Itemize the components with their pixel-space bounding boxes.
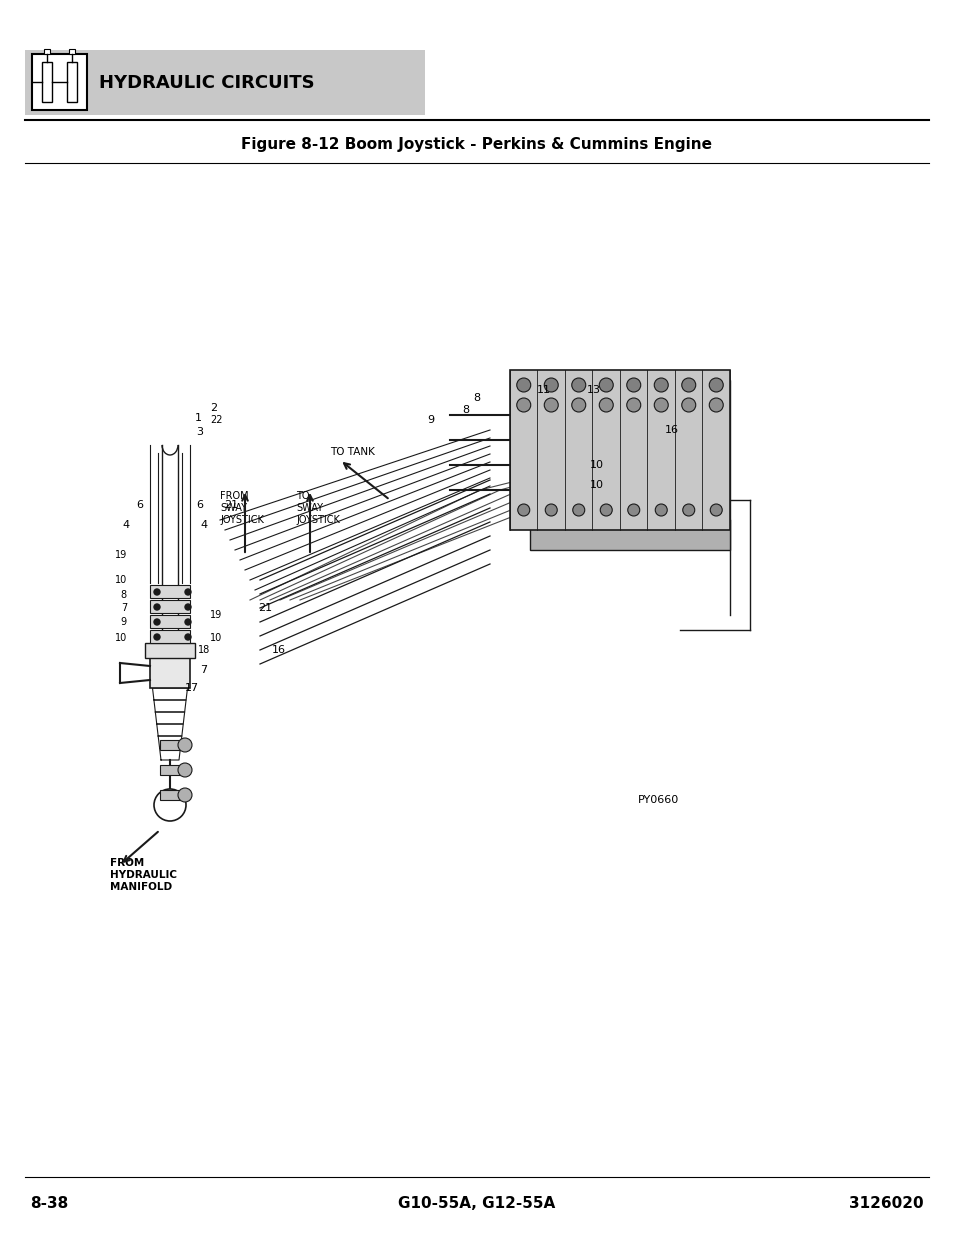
- Text: 19: 19: [114, 550, 127, 559]
- Text: 13: 13: [586, 385, 600, 395]
- Circle shape: [517, 378, 530, 391]
- Bar: [150, 630, 190, 643]
- Text: 9: 9: [121, 618, 127, 627]
- Text: 9: 9: [427, 415, 434, 425]
- Circle shape: [682, 504, 694, 516]
- Text: FROM
SWAY
JOYSTICK: FROM SWAY JOYSTICK: [220, 492, 264, 525]
- Circle shape: [708, 378, 722, 391]
- Circle shape: [571, 398, 585, 412]
- Text: 22: 22: [210, 415, 222, 425]
- Text: FROM
HYDRAULIC
MANIFOLD: FROM HYDRAULIC MANIFOLD: [110, 858, 177, 892]
- Bar: [150, 585, 190, 598]
- Circle shape: [598, 398, 613, 412]
- Text: 4: 4: [123, 520, 130, 530]
- Circle shape: [185, 634, 191, 640]
- Text: 17: 17: [185, 683, 199, 693]
- Bar: [160, 764, 180, 776]
- Circle shape: [178, 788, 192, 802]
- Text: 11: 11: [537, 385, 551, 395]
- Circle shape: [517, 398, 530, 412]
- Bar: [67, 62, 77, 103]
- Text: 16: 16: [272, 645, 286, 655]
- Text: 8-38: 8-38: [30, 1195, 69, 1210]
- Text: G10-55A, G12-55A: G10-55A, G12-55A: [398, 1195, 555, 1210]
- Text: TO TANK: TO TANK: [330, 447, 375, 457]
- Text: 3126020: 3126020: [848, 1195, 923, 1210]
- Text: 16: 16: [664, 425, 679, 435]
- Circle shape: [543, 378, 558, 391]
- Circle shape: [185, 589, 191, 595]
- Circle shape: [153, 634, 160, 640]
- Circle shape: [153, 589, 160, 595]
- Bar: [510, 370, 729, 530]
- Circle shape: [627, 504, 639, 516]
- Text: 21: 21: [224, 500, 238, 510]
- Text: 8: 8: [473, 393, 479, 403]
- Bar: [25, 49, 424, 115]
- Circle shape: [153, 619, 160, 625]
- Circle shape: [654, 378, 667, 391]
- Bar: [69, 49, 75, 54]
- Circle shape: [708, 398, 722, 412]
- Text: 4: 4: [200, 520, 207, 530]
- Bar: [160, 790, 180, 800]
- Bar: [150, 600, 190, 613]
- Bar: [150, 658, 190, 688]
- Circle shape: [681, 378, 695, 391]
- Bar: [530, 380, 729, 550]
- Circle shape: [599, 504, 612, 516]
- Bar: [44, 49, 50, 54]
- Circle shape: [185, 604, 191, 610]
- Text: 6: 6: [195, 500, 203, 510]
- Text: 10: 10: [589, 459, 603, 471]
- Text: PY0660: PY0660: [638, 795, 679, 805]
- Text: HYDRAULIC CIRCUITS: HYDRAULIC CIRCUITS: [99, 74, 314, 91]
- Text: 6: 6: [136, 500, 143, 510]
- Text: 10: 10: [114, 576, 127, 585]
- Text: 10: 10: [114, 634, 127, 643]
- Text: 10: 10: [210, 634, 222, 643]
- Circle shape: [543, 398, 558, 412]
- Text: 1: 1: [194, 412, 202, 424]
- Bar: [145, 643, 194, 658]
- Text: 19: 19: [210, 610, 222, 620]
- Text: 10: 10: [589, 480, 603, 490]
- Circle shape: [626, 398, 640, 412]
- Text: 21: 21: [257, 603, 272, 613]
- Circle shape: [572, 504, 584, 516]
- Text: 2: 2: [210, 403, 217, 412]
- Text: 18: 18: [198, 645, 210, 655]
- Circle shape: [654, 398, 667, 412]
- Bar: [160, 740, 180, 750]
- Circle shape: [655, 504, 666, 516]
- Circle shape: [185, 619, 191, 625]
- Circle shape: [153, 604, 160, 610]
- Text: 8: 8: [121, 590, 127, 600]
- Text: 3: 3: [195, 427, 203, 437]
- Circle shape: [681, 398, 695, 412]
- Bar: [32, 54, 87, 110]
- Circle shape: [178, 739, 192, 752]
- Bar: [42, 62, 52, 103]
- Text: 7: 7: [200, 664, 207, 676]
- Text: TO
SWAY
JOYSTICK: TO SWAY JOYSTICK: [295, 492, 339, 525]
- Circle shape: [545, 504, 557, 516]
- Text: 7: 7: [121, 603, 127, 613]
- Bar: [150, 615, 190, 629]
- Circle shape: [153, 789, 186, 821]
- Text: Figure 8-12 Boom Joystick - Perkins & Cummins Engine: Figure 8-12 Boom Joystick - Perkins & Cu…: [241, 137, 712, 152]
- Circle shape: [709, 504, 721, 516]
- Circle shape: [178, 763, 192, 777]
- Text: 8: 8: [461, 405, 469, 415]
- Circle shape: [571, 378, 585, 391]
- Circle shape: [598, 378, 613, 391]
- Circle shape: [517, 504, 529, 516]
- Circle shape: [626, 378, 640, 391]
